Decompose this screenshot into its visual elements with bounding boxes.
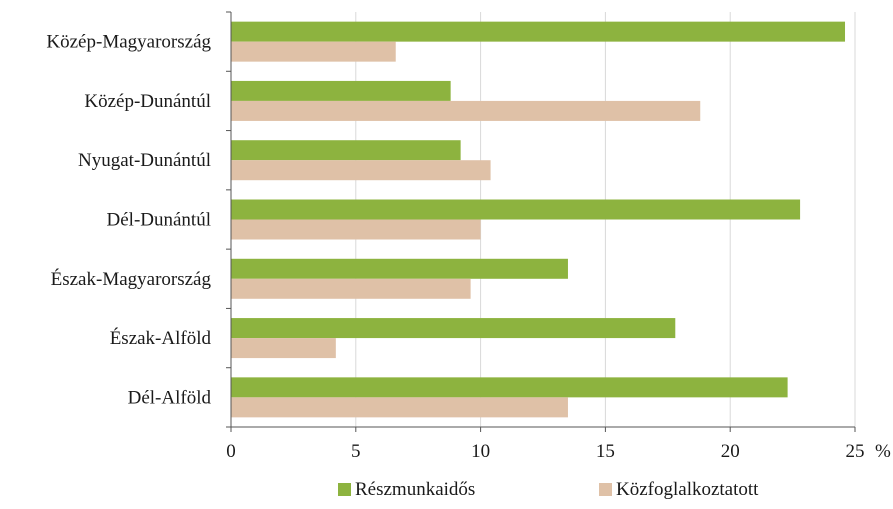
category-label: Dél-Dunántúl [107,210,211,231]
x-tick-label: 0 [226,441,236,462]
bar-reszmunkaidos [231,318,676,339]
x-tick-label: 10 [471,441,490,462]
legend-label: Közfoglalkoztatott [616,479,759,500]
category-labels: Közép-Magyarország Közép-Dunántúl Nyugat-D… [46,32,211,409]
category-label: Észak-Magyarország [51,268,212,290]
bars [231,21,846,418]
bar-kozfoglalkoztatott [231,397,568,418]
bar-kozfoglalkoztatott [231,338,336,359]
legend-swatch [599,483,612,496]
category-label: Közép-Dunántúl [84,91,211,112]
bar-reszmunkaidos [231,377,788,398]
x-tick-label: 5 [351,441,361,462]
bar-kozfoglalkoztatott [231,278,471,299]
legend: Részmunkaidős Közfoglalkoztatott [338,479,759,500]
bar-reszmunkaidos [231,80,451,101]
bar-reszmunkaidos [231,199,801,220]
bar-reszmunkaidos [231,21,846,42]
category-label: Dél-Alföld [128,387,212,408]
x-tick-label: 20 [721,441,740,462]
bar-kozfoglalkoztatott [231,100,701,121]
category-label: Közép-Magyarország [46,32,211,53]
x-tick-label: 25 [846,441,865,462]
bar-kozfoglalkoztatott [231,41,396,62]
category-label: Nyugat-Dunántúl [78,150,211,171]
x-unit-label: % [875,441,891,462]
bar-reszmunkaidos [231,258,568,279]
axes [226,11,856,432]
tick-labels: 0 5 10 15 20 25% [226,441,891,462]
bar-reszmunkaidos [231,140,461,161]
legend-label: Részmunkaidős [355,479,475,500]
category-label: Észak-Alföld [110,327,212,349]
x-tick-label: 15 [596,441,615,462]
legend-swatch [338,483,351,496]
bar-kozfoglalkoztatott [231,160,491,181]
bar-kozfoglalkoztatott [231,219,481,240]
